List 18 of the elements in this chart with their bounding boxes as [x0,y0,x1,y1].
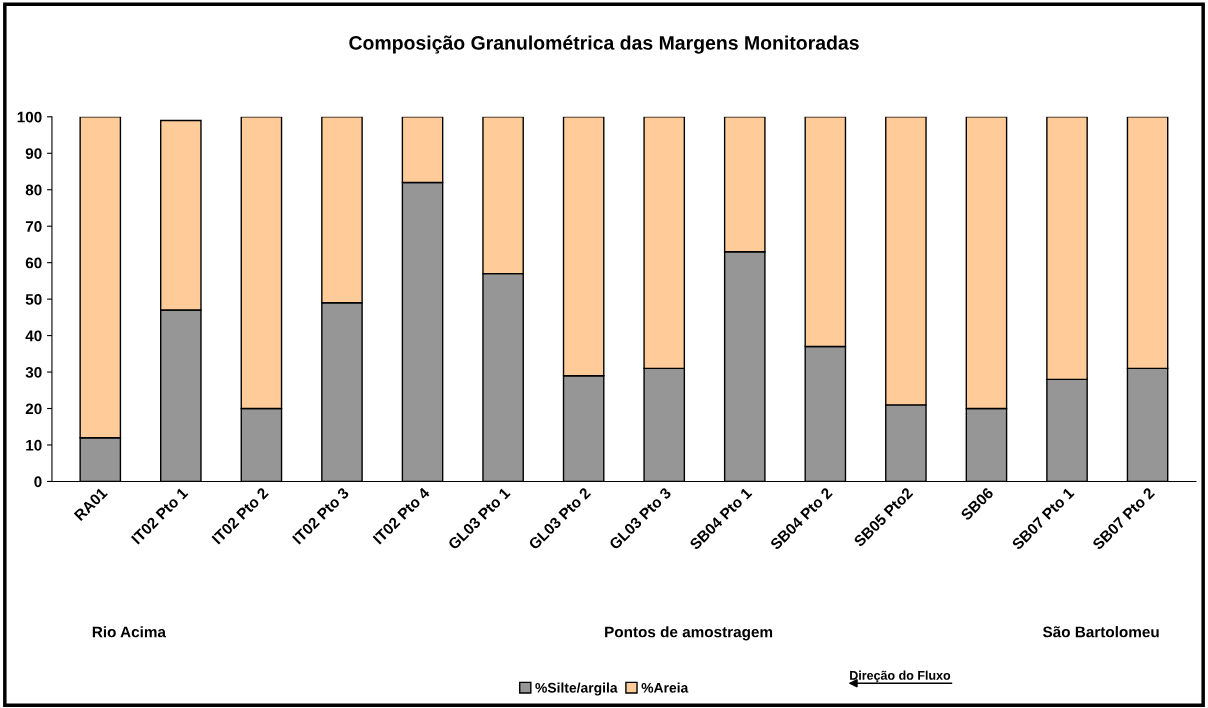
y-tick-label: 100 [17,111,42,123]
y-tick-label: 90 [25,148,42,159]
y-tick-label: 20 [25,403,42,415]
text: São Bartolomeu [1042,626,1159,638]
y-tick-label: 30 [25,366,42,378]
text: Direção do Fluxo [850,670,951,683]
y-tick-label: 60 [25,257,42,269]
y-tick-label: 10 [26,439,42,451]
x-axis-title: Pontos de amostragem [605,626,773,641]
legend-label: %Areia [641,682,689,693]
y-tick-label: 50 [25,294,42,305]
y-tick-label: 40 [25,330,42,342]
legend-label: %Silte/argila [535,682,618,696]
y-tick-label: 80 [25,184,42,196]
y-tick-label: 70 [25,221,42,232]
chart-title: Composição Granulométrica das Margens Monitoradas [349,35,859,54]
text: Rio Acima [92,626,167,638]
y-tick-label: 0 [34,476,42,488]
